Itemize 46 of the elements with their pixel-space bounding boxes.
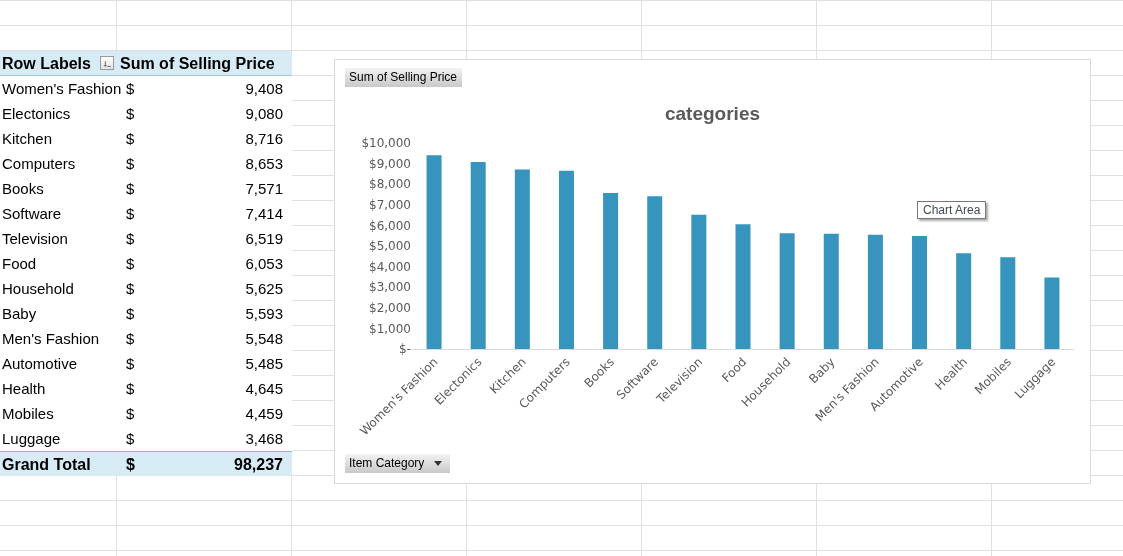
y-tick-label: $6,000: [369, 218, 411, 233]
y-tick-label: $1,000: [369, 321, 411, 336]
category-label: Household: [2, 280, 74, 297]
text: $ 4,459: [126, 405, 283, 422]
text: $ 5,548: [126, 330, 283, 347]
text: Sum of Selling Price: [120, 55, 275, 72]
category-label: Luggage: [2, 430, 61, 447]
x-axis-title: Item Category: [349, 456, 425, 470]
y-tick-label: $2,000: [369, 301, 411, 315]
y-tick-label: $4,000: [369, 259, 411, 274]
category-label: Computers: [2, 155, 76, 172]
y-tick-label: $9,000: [369, 156, 411, 171]
text: $ 6,519: [126, 230, 283, 247]
text: Grand Total: [2, 455, 91, 475]
text: $ 9,080: [126, 105, 283, 122]
text: $ 4,645: [126, 380, 283, 397]
category-label: Kitchen: [2, 130, 53, 147]
text: $ 7,414: [126, 205, 283, 222]
category-label: Baby: [2, 305, 37, 322]
y-tick-label: $-: [399, 342, 411, 357]
text: $ 5,485: [126, 355, 283, 372]
text: $ 7,571: [126, 180, 283, 197]
category-label: Food: [2, 255, 37, 272]
category-label: Books: [2, 180, 44, 197]
text: $ 8,653: [126, 155, 283, 172]
y-tick-label: $10,000: [361, 136, 411, 151]
text: $ 3,468: [126, 430, 283, 447]
y-axis-title: Sum of Selling Price: [349, 70, 458, 84]
category-label: Television: [2, 230, 68, 247]
annotation: Chart Area: [917, 201, 987, 219]
text: Row Labels: [2, 54, 91, 74]
chart-title: categories: [664, 102, 761, 124]
category-label: Electonics: [2, 105, 71, 122]
category-label: Men's Fashion: [2, 330, 100, 347]
text: $ 8,716: [126, 130, 283, 147]
y-tick-label: $7,000: [369, 198, 411, 212]
text: $ 9,408: [126, 80, 283, 97]
text: $ 5,593: [126, 305, 283, 322]
text: $ 98,237: [126, 456, 283, 473]
category-label: Software: [2, 205, 62, 222]
y-tick-label: $8,000: [369, 177, 411, 192]
y-tick-label: $3,000: [369, 280, 411, 295]
category-label: Women's Fashion: [2, 80, 122, 97]
text: $ 5,625: [126, 280, 283, 297]
text: $ 6,053: [126, 255, 283, 272]
y-tick-label: $5,000: [369, 239, 411, 254]
